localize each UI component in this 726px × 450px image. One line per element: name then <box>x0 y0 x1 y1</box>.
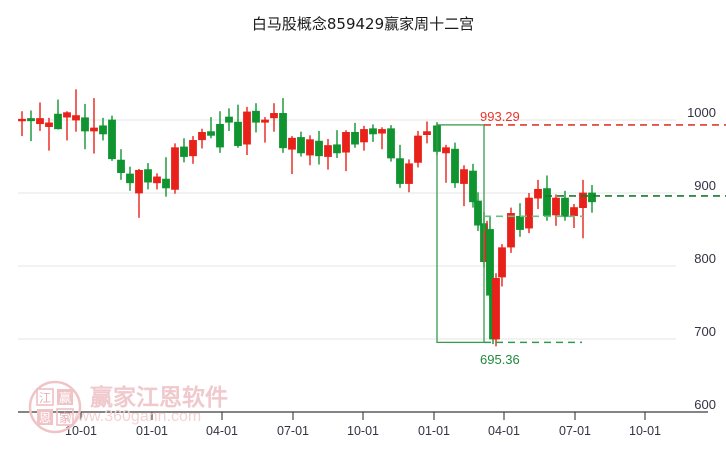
x-axis-tick-label: 10-01 <box>629 424 661 438</box>
candle-body <box>261 119 269 123</box>
candle-body <box>561 197 569 217</box>
candle-body <box>534 188 542 199</box>
candle-body <box>469 170 477 203</box>
candle-body <box>63 112 71 118</box>
candle-body <box>54 113 62 130</box>
candle-body <box>516 215 524 230</box>
overlay-lines <box>436 124 726 344</box>
candle-body <box>270 113 278 119</box>
candle-body <box>153 176 161 184</box>
y-axis-tick-label: 800 <box>694 251 716 266</box>
candlestick-series <box>18 89 596 347</box>
candle-body <box>36 118 44 125</box>
candle-body <box>315 140 323 157</box>
candle-body <box>405 163 413 184</box>
candle-body <box>198 132 206 141</box>
candle-body <box>126 173 134 184</box>
candle-body <box>351 132 359 145</box>
candle-body <box>27 118 35 122</box>
x-axis-tick-label: 07-01 <box>559 424 591 438</box>
candle-body <box>570 207 578 217</box>
x-axis-tick-label: 04-01 <box>488 424 520 438</box>
y-axis-tick-label: 600 <box>694 397 716 412</box>
candle-body <box>342 132 350 153</box>
candle-body <box>81 117 89 132</box>
candle-body <box>171 147 179 190</box>
candle-body <box>243 111 251 145</box>
candle-body <box>423 131 431 135</box>
candle-body <box>442 147 450 154</box>
candle-body <box>507 213 515 248</box>
candle-body <box>588 192 596 203</box>
candle-body <box>306 139 314 156</box>
candle-body <box>135 169 143 194</box>
x-axis-tick-label: 01-01 <box>136 424 168 438</box>
candle-body <box>162 178 170 189</box>
x-axis-tick-label: 07-01 <box>277 424 309 438</box>
candle-body <box>369 128 377 135</box>
x-axis-tick-label: 01-01 <box>418 424 450 438</box>
x-axis-tick-label: 10-01 <box>347 424 379 438</box>
candle-body <box>579 192 587 209</box>
gann-box-overlay <box>436 124 485 344</box>
low-price-annotation: 695.36 <box>480 352 520 367</box>
candle-body <box>297 137 305 154</box>
candle-body <box>45 122 53 127</box>
candle-body <box>216 123 224 148</box>
candle-body <box>333 144 341 154</box>
candle-body <box>451 148 459 184</box>
candle-body <box>144 169 152 183</box>
candle-body <box>117 159 125 173</box>
candle-body <box>99 125 107 135</box>
y-axis-tick-label: 900 <box>694 178 716 193</box>
candle-body <box>288 137 296 150</box>
candle-body <box>225 116 233 123</box>
high-price-annotation: 993.29 <box>480 109 520 124</box>
candle-body <box>525 197 533 229</box>
y-axis-tick-label: 1000 <box>687 105 716 120</box>
candle-body <box>279 113 287 149</box>
candle-body <box>252 110 260 123</box>
candle-body <box>474 200 482 226</box>
candle-body <box>378 129 386 134</box>
candle-body <box>543 188 551 217</box>
gridlines <box>18 119 676 340</box>
candle-body <box>387 128 395 159</box>
candle-body <box>492 278 500 340</box>
axis-lines <box>18 411 708 420</box>
x-axis-tick-label: 10-01 <box>65 424 97 438</box>
candle-body <box>207 131 215 136</box>
candle-body <box>552 197 560 216</box>
page-title: 白马股概念859429赢家周十二宫 <box>251 15 475 33</box>
candle-body <box>90 127 98 132</box>
candle-body <box>234 121 242 146</box>
candle-body <box>180 146 188 157</box>
candle-body <box>324 145 332 157</box>
candle-body <box>72 115 80 121</box>
candle-body <box>360 129 368 143</box>
candle-body <box>108 119 116 160</box>
candle-body <box>18 118 26 122</box>
y-axis-tick-label: 700 <box>694 324 716 339</box>
candle-body <box>396 158 404 184</box>
candle-body <box>414 135 422 163</box>
candle-body <box>189 140 197 157</box>
x-axis-tick-label: 04-01 <box>206 424 238 438</box>
candle-body <box>460 169 468 184</box>
candle-body <box>498 247 506 278</box>
